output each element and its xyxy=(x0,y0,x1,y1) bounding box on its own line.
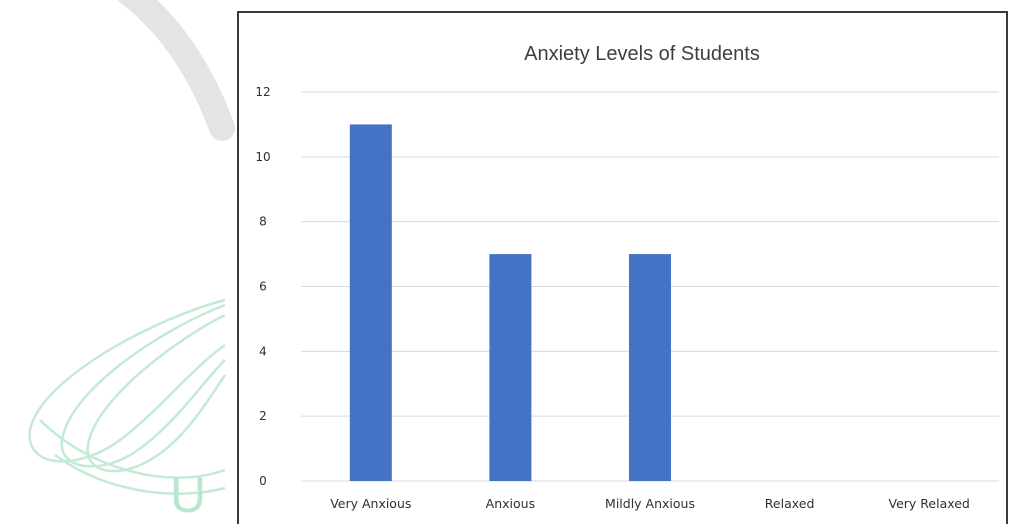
y-tick-label: 2 xyxy=(259,409,267,423)
y-tick-label: 12 xyxy=(255,85,270,99)
bar-chart: Anxiety Levels of Students 0 2 4 6 8 10 12 Ver… xyxy=(255,43,999,511)
x-category-label: Relaxed xyxy=(765,496,815,511)
watermark-swirl xyxy=(28,298,227,495)
y-tick-label: 8 xyxy=(259,215,267,229)
x-category-label: Mildly Anxious xyxy=(605,496,695,511)
x-category-label: Very Anxious xyxy=(330,496,411,511)
bar-mildly-anxious xyxy=(629,254,671,481)
y-tick-label: 10 xyxy=(255,150,270,164)
bars xyxy=(349,124,671,482)
chart-frame: Anxiety Levels of Students 0 2 4 6 8 10 12 Ver… xyxy=(237,11,1008,524)
y-axis-tick-labels: 0 2 4 6 8 10 12 xyxy=(255,85,270,488)
bar-anxious xyxy=(489,254,532,481)
x-category-label: Anxious xyxy=(486,496,535,511)
y-tick-label: 0 xyxy=(259,474,267,488)
watermark-grey-arc xyxy=(117,0,235,141)
x-category-label: Very Relaxed xyxy=(889,496,970,511)
x-axis-category-labels: Very Anxious Anxious Mildly Anxious Relaxed… xyxy=(330,496,970,511)
y-tick-label: 4 xyxy=(259,344,267,358)
bar-very-anxious xyxy=(349,124,392,482)
watermark-letter: U xyxy=(170,467,206,523)
y-tick-label: 6 xyxy=(259,280,267,294)
chart-title: Anxiety Levels of Students xyxy=(524,43,760,65)
